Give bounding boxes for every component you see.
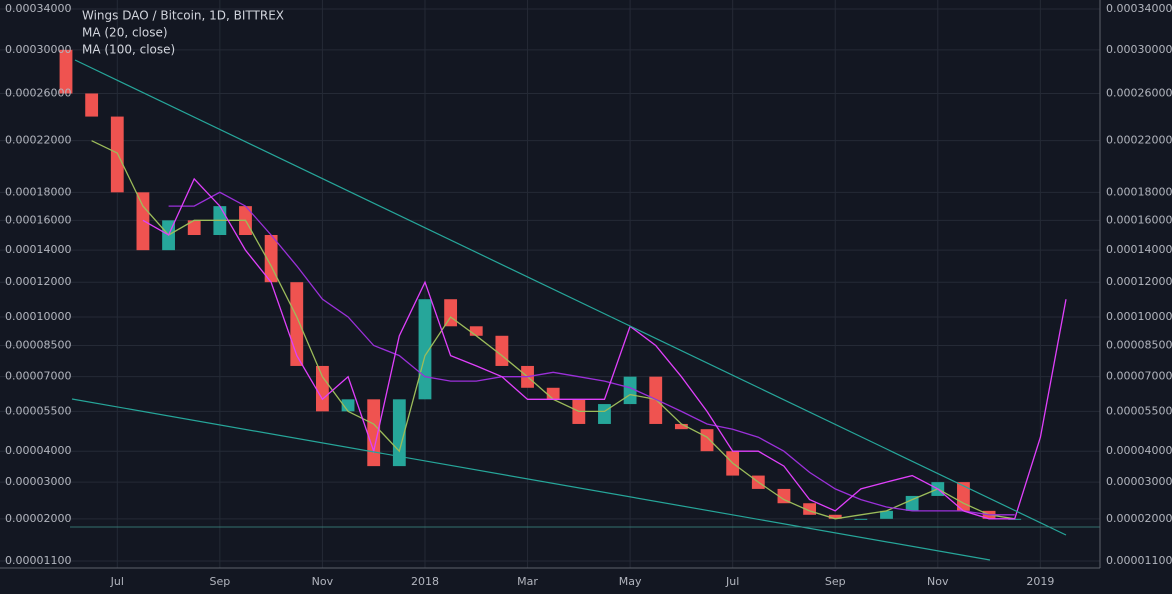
candle	[777, 488, 791, 504]
candle	[187, 220, 201, 236]
y-tick-label: 0.00005500	[5, 404, 71, 417]
y-tick-label: 0.00016000	[5, 213, 71, 226]
y-tick-label: 0.00014000	[5, 243, 71, 256]
x-tick-label: Nov	[312, 575, 334, 588]
y-tick-label: 0.00012000	[5, 275, 71, 288]
candle	[828, 514, 842, 519]
x-tick-label: 2019	[1026, 575, 1054, 588]
y-tick-label: 0.00014000	[1106, 243, 1172, 256]
candle	[649, 376, 663, 424]
x-tick-label: Nov	[927, 575, 949, 588]
candle	[341, 399, 355, 412]
y-tick-label: 0.00007000	[5, 370, 71, 383]
candle	[264, 235, 278, 283]
candle	[700, 429, 714, 452]
y-tick-label: 0.00022000	[5, 134, 71, 147]
x-tick-label: Jul	[110, 575, 124, 588]
candle	[495, 335, 509, 366]
line-series	[142, 177, 1067, 520]
y-tick-label: 0.00034000	[1106, 2, 1172, 15]
candle	[444, 299, 458, 327]
candle	[905, 495, 919, 511]
candle	[469, 326, 483, 336]
candle	[674, 423, 688, 430]
y-tick-label: 0.00005500	[1106, 404, 1172, 417]
legend-entry: MA (100, close)	[82, 43, 175, 57]
candle	[85, 93, 99, 117]
y-tick-label: 0.00030000	[5, 43, 71, 56]
y-tick-label: 0.00003000	[1106, 475, 1172, 488]
y-tick-label: 0.00001100	[1106, 554, 1172, 567]
y-tick-label: 0.00004000	[1106, 444, 1172, 457]
y-tick-label: 0.00026000	[5, 86, 71, 99]
y-tick-label: 0.00004000	[5, 444, 71, 457]
y-tick-label: 0.00007000	[1106, 370, 1172, 383]
plot	[59, 49, 1067, 520]
candle	[367, 399, 381, 467]
y-tick-label: 0.00026000	[1106, 86, 1172, 99]
y-tick-label: 0.00012000	[1106, 275, 1172, 288]
candle	[854, 518, 868, 520]
x-tick-label: May	[619, 575, 642, 588]
y-tick-label: 0.00016000	[1106, 213, 1172, 226]
y-tick-label: 0.00030000	[1106, 43, 1172, 56]
candle	[546, 387, 560, 400]
candle	[59, 49, 73, 94]
y-tick-label: 0.00018000	[1106, 185, 1172, 198]
x-tick-label: Sep	[209, 575, 230, 588]
legend-entry: MA (20, close)	[82, 26, 168, 40]
y-tick-label: 0.00034000	[5, 2, 71, 15]
candle	[598, 404, 611, 424]
candle	[880, 510, 893, 519]
y-tick-label: 0.00003000	[5, 475, 71, 488]
line-series	[168, 191, 1015, 516]
candle	[392, 399, 406, 467]
x-tick-label: Sep	[825, 575, 846, 588]
trend-line	[74, 59, 1067, 536]
candle	[957, 482, 970, 511]
y-tick-label: 0.00022000	[1106, 134, 1172, 147]
x-tick-label: 2018	[411, 575, 439, 588]
candle	[316, 365, 329, 412]
legend: Wings DAO / Bitcoin, 1D, BITTREX MA (20,…	[82, 9, 284, 57]
candle	[290, 282, 304, 366]
y-tick-label: 0.00002000	[1106, 512, 1172, 525]
y-tick-label: 0.00001100	[5, 554, 71, 567]
candle	[803, 503, 816, 515]
y-tick-label: 0.00010000	[5, 310, 71, 323]
x-tick-label: Mar	[517, 575, 538, 588]
trend-line	[71, 398, 991, 561]
y-tick-label: 0.00008500	[5, 339, 71, 352]
y-tick-label: 0.00008500	[1106, 339, 1172, 352]
y-tick-label: 0.00010000	[1106, 310, 1172, 323]
y-tick-label: 0.00002000	[5, 512, 71, 525]
candle	[136, 192, 150, 251]
y-tick-label: 0.00018000	[5, 185, 71, 198]
chart-title: Wings DAO / Bitcoin, 1D, BITTREX	[82, 9, 284, 23]
x-tick-label: Jul	[725, 575, 739, 588]
